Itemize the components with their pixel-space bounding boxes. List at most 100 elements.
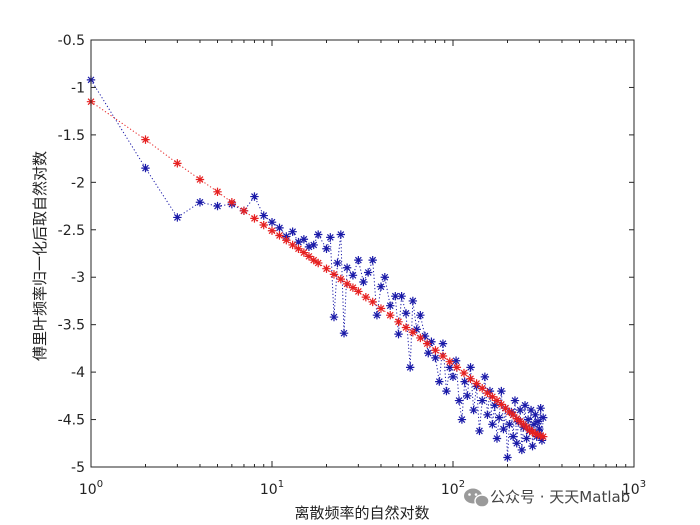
data-point: [438, 339, 448, 348]
data-point: [391, 292, 400, 301]
data-point: [492, 396, 502, 405]
data-point: [501, 403, 510, 413]
data-point: [213, 201, 222, 211]
data-point: [497, 400, 506, 409]
x-tick-label: 102: [441, 479, 465, 498]
ticks-layer: -5 -4.5 -4 -3.5 -3 -2.5 -2 -1.5 -1 -0.5 100 101 102 1…: [58, 33, 646, 498]
data-point: [397, 292, 406, 301]
data-point: [488, 392, 497, 401]
data-point: [510, 396, 520, 405]
data-point: [368, 297, 377, 307]
data-point: [408, 296, 418, 306]
data-point: [535, 424, 544, 434]
data-point: [483, 410, 492, 420]
x-tick-label: 103: [622, 479, 646, 498]
data-point: [480, 372, 490, 382]
data-point: [490, 401, 499, 410]
data-point: [463, 391, 472, 401]
data-point: [526, 405, 536, 415]
data-point: [363, 268, 373, 277]
data-point: [314, 230, 323, 239]
data-point: [408, 328, 418, 337]
y-tick-label: -2.5: [58, 223, 85, 239]
data-point: [213, 187, 222, 197]
data-point: [282, 236, 291, 245]
data-point: [304, 242, 314, 252]
data-point: [336, 230, 346, 239]
data-point: [431, 346, 440, 355]
y-tick-label: -1.5: [58, 128, 85, 144]
data-point: [538, 432, 548, 441]
data-point: [416, 310, 425, 320]
y-tick-label: -2: [71, 175, 85, 191]
data-point: [394, 329, 403, 339]
x-tick-label: 100: [79, 479, 103, 498]
data-point: [376, 282, 386, 291]
data-point: [529, 420, 539, 429]
data-point: [528, 427, 537, 437]
data-point: [503, 453, 512, 462]
x-axis-title: 离散频率的自然对数: [294, 504, 429, 522]
data-point: [299, 235, 309, 244]
data-point: [445, 357, 454, 366]
y-tick-label: -4: [71, 365, 85, 381]
series-0: [86, 75, 548, 462]
data-point: [457, 415, 467, 424]
data-point: [288, 240, 297, 250]
data-point: [329, 270, 339, 279]
data-point: [442, 386, 451, 396]
data-point: [336, 274, 346, 284]
data-point: [517, 445, 527, 455]
series-layer: [86, 75, 548, 462]
data-point: [505, 420, 514, 429]
y-tick-label: -5: [71, 460, 85, 476]
data-point: [267, 217, 277, 227]
data-point: [354, 287, 363, 296]
data-point: [348, 271, 358, 280]
y-tick-label: -4.5: [58, 413, 85, 429]
data-point: [412, 325, 421, 334]
data-point: [460, 377, 469, 386]
y-tick-label: -1: [71, 80, 85, 96]
data-point: [354, 255, 363, 265]
data-point: [533, 430, 543, 439]
data-point: [239, 206, 249, 215]
data-point: [309, 255, 318, 265]
y-tick-label: -3: [71, 270, 85, 286]
data-point: [454, 396, 464, 405]
y-tick-label: -3.5: [58, 318, 85, 334]
data-point: [416, 333, 425, 343]
data-point: [329, 312, 339, 322]
data-point: [339, 329, 349, 338]
data-point: [515, 405, 525, 415]
data-point: [478, 396, 487, 405]
data-point: [333, 258, 342, 268]
data-point: [294, 237, 303, 247]
data-point: [322, 244, 331, 253]
data-point: [512, 414, 521, 423]
data-point: [195, 198, 205, 207]
data-point: [497, 386, 506, 396]
data-point: [372, 310, 382, 320]
data-point: [250, 192, 259, 201]
data-point: [342, 263, 352, 272]
data-point: [488, 420, 497, 429]
data-point: [326, 233, 335, 242]
data-point: [435, 377, 444, 386]
y-axis-title: 傅里叶频率归一化后取自然对数: [31, 151, 49, 361]
data-point: [519, 420, 528, 429]
data-point: [275, 223, 284, 233]
data-point: [536, 431, 545, 440]
data-point: [250, 214, 259, 223]
data-point: [394, 317, 403, 327]
data-point: [528, 441, 537, 451]
x-tick-label: 101: [260, 479, 284, 498]
data-point: [495, 413, 504, 422]
data-point: [361, 292, 371, 302]
watermark-text: 公众号 · 天天Matlab: [490, 488, 630, 506]
data-point: [483, 388, 492, 398]
data-point: [288, 227, 297, 236]
data-point: [451, 356, 461, 365]
data-point: [533, 417, 543, 426]
wechat-icon: [464, 488, 490, 508]
